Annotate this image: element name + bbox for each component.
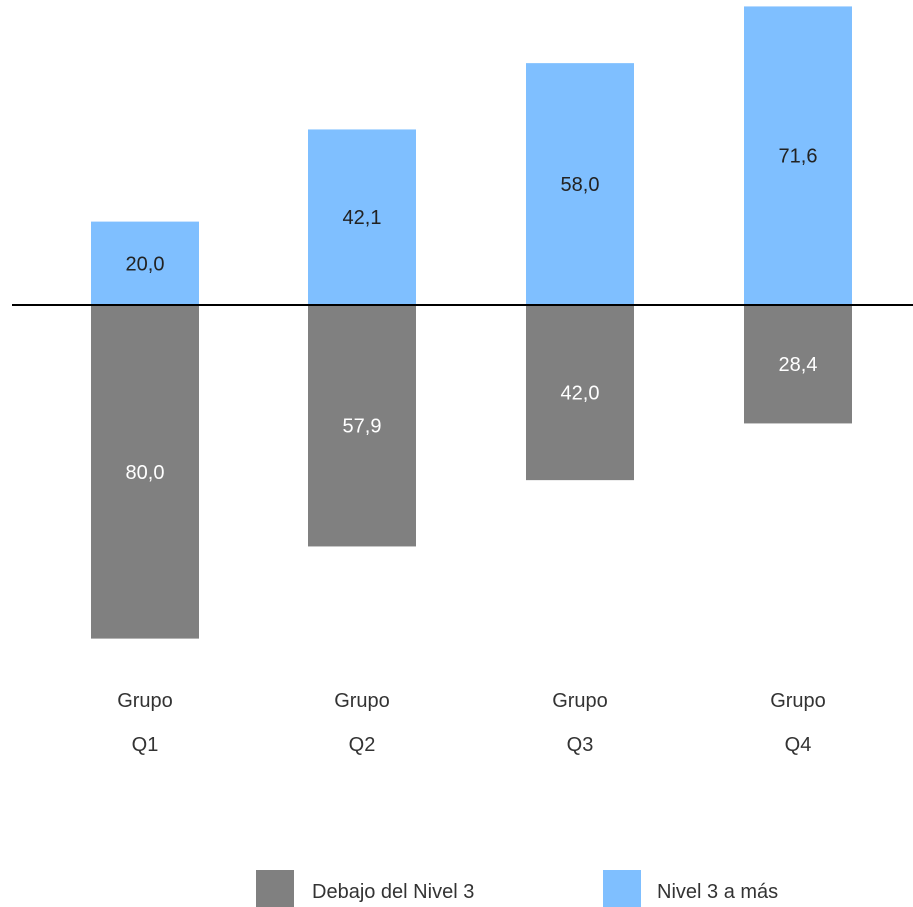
below-level-3-bars [91,305,852,639]
level-3-or-more-bar-3 [526,63,634,305]
category-label-1-line-1: Grupo [117,690,173,712]
category-label-4-line-1: Grupo [770,690,826,712]
category-label-3-line-1: Grupo [552,690,608,712]
legend-swatch-2 [603,870,641,907]
legend-swatch-1 [256,870,294,907]
legend: Debajo del Nivel 3 Nivel 3 a más [256,870,778,907]
level-3-or-more-bar-1 [91,221,199,305]
below-level-3-value-4: 28,4 [779,354,818,376]
category-label-1-line-2: Q1 [132,734,159,756]
level-3-or-more-value-4: 71,6 [779,146,818,168]
category-label-2-line-2: Q2 [349,734,376,756]
below-level-3-value-2: 57,9 [343,416,382,438]
below-level-3-bar-1 [91,305,199,639]
below-level-3-value-1: 80,0 [126,462,165,484]
level-3-or-more-value-2: 42,1 [343,207,382,229]
below-level-3-bar-4 [744,305,852,424]
below-level-3-value-3: 42,0 [561,383,600,405]
category-label-3-line-2: Q3 [567,734,594,756]
level-3-or-more-bar-2 [308,129,416,305]
level-3-or-more-bar-4 [744,6,852,305]
category-label-2-line-1: Grupo [334,690,390,712]
below-level-3-bar-2 [308,305,416,547]
data-labels: 80,0 57,9 42,0 28,4 20,0 42,1 58,0 71,6 [126,146,818,484]
category-label-4-line-2: Q4 [785,734,812,756]
category-labels: Grupo Q1 Grupo Q2 Grupo Q3 Grupo Q4 [117,690,826,756]
below-level-3-bar-3 [526,305,634,481]
legend-label-1: Debajo del Nivel 3 [312,881,474,903]
legend-label-2: Nivel 3 a más [657,881,778,903]
level-3-or-more-value-3: 58,0 [561,174,600,196]
level-3-or-more-value-1: 20,0 [126,253,165,275]
level-3-or-more-bars [91,6,852,305]
